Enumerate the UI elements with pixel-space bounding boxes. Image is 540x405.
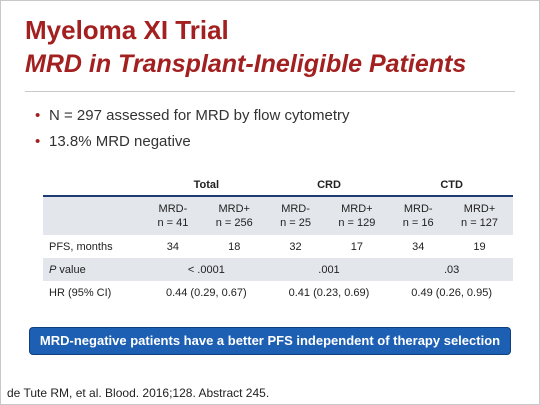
table-cell: < .0001	[145, 258, 268, 281]
slide-subtitle: MRD in Transplant-Ineligible Patients	[25, 50, 467, 78]
row-label: PFS, months	[49, 240, 113, 253]
group-header-total: Total	[193, 178, 220, 191]
table-cell: 0.49 (0.26, 0.95)	[411, 286, 493, 299]
slide-title: Myeloma XI Trial	[25, 15, 229, 45]
table-cell: 0.41 (0.23, 0.69)	[288, 286, 370, 299]
bullet-item: • N = 297 assessed for MRD by flow cytome…	[35, 107, 350, 133]
subheader-cell: MRD+ n = 127	[446, 197, 513, 235]
bullet-dot-icon: •	[35, 107, 41, 124]
group-header-crd: CRD	[317, 178, 341, 191]
subheader-status: MRD-	[403, 203, 433, 215]
bullet-dot-icon: •	[35, 133, 41, 150]
bullet-text: 13.8% MRD negative	[49, 133, 191, 150]
subheader-status: MRD+	[463, 203, 496, 215]
subheader-n: n = 41	[157, 217, 189, 229]
subheader-n: n = 129	[338, 217, 376, 229]
table-cell: 32	[289, 240, 302, 253]
subheader-n: n = 16	[402, 217, 434, 229]
table-cell: 18	[228, 240, 241, 253]
table-row-hr: HR (95% CI) 0.44 (0.29, 0.67) 0.41 (0.23…	[43, 281, 513, 304]
bullet-text: N = 297 assessed for MRD by flow cytomet…	[49, 107, 350, 124]
bullet-list: • N = 297 assessed for MRD by flow cytome…	[35, 107, 350, 159]
group-header-ctd: CTD	[440, 178, 463, 191]
subheader-n: n = 25	[280, 217, 311, 229]
table-cell: 34	[166, 240, 180, 253]
table-cell: 0.44 (0.29, 0.67)	[165, 286, 247, 299]
subheader-status: MRD+	[341, 203, 373, 215]
row-label: HR (95% CI)	[49, 286, 112, 299]
subheader-cell: MRD-n = 41	[145, 197, 201, 235]
subheader-n: n = 256	[215, 217, 253, 229]
table-cell: .03	[390, 258, 513, 281]
subheader-cell: MRD+ n = 129	[323, 197, 391, 235]
table-cell: 17	[350, 240, 363, 253]
table-cell: 19	[473, 240, 486, 253]
row-label: P value	[43, 258, 145, 281]
results-table: Total CRD CTD MRD-n = 41 MRD+ n = 256 MRD…	[43, 174, 513, 304]
title-divider	[25, 91, 515, 92]
table-cell: .001	[267, 258, 391, 281]
subheader-status: MRD-	[281, 203, 310, 215]
table-group-header: Total CRD CTD	[43, 174, 513, 196]
table-row-p-value: P value < .0001 .001 .03	[43, 258, 513, 281]
subheader-cell: MRD-n = 25	[267, 197, 324, 235]
subheader-n: n = 127	[461, 217, 499, 229]
bullet-item: • 13.8% MRD negative	[35, 133, 350, 159]
table-cell: 34	[412, 240, 425, 253]
conclusion-callout: MRD-negative patients have a better PFS …	[29, 327, 511, 355]
row-label-italic: P	[49, 263, 57, 276]
table-subheader-row: MRD-n = 41 MRD+ n = 256 MRD-n = 25 MRD+ n …	[43, 197, 513, 235]
table-corner	[43, 174, 145, 196]
table-row-pfs: PFS, months 34 18 32 17 34 19	[43, 235, 513, 258]
subheader-status: MRD-	[158, 203, 188, 215]
citation: de Tute RM, et al. Blood. 2016;128. Abst…	[7, 386, 270, 400]
table-corner	[43, 197, 145, 235]
subheader-cell: MRD+ n = 256	[200, 197, 268, 235]
subheader-cell: MRD-n = 16	[390, 197, 447, 235]
subheader-status: MRD+	[218, 203, 250, 215]
row-label-rest: value	[56, 263, 86, 276]
